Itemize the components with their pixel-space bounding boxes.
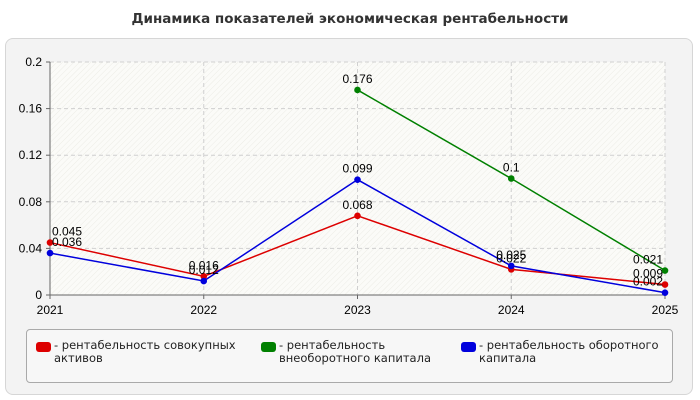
chart-legend: - рентабельность совокупных активов - ре…: [26, 329, 673, 383]
chart-title: Динамика показателей экономическая рента…: [131, 11, 569, 27]
legend-item-current-capital: - рентабельность оборотного капитала: [461, 339, 666, 365]
data-label: 0.016: [189, 258, 219, 272]
data-point: [46, 249, 54, 257]
data-point: [507, 262, 515, 270]
data-label: 0.045: [52, 225, 82, 239]
legend-item-noncurrent-capital: - рентабельность внеоборотного капитала: [261, 339, 461, 365]
data-point: [46, 239, 54, 246]
data-point: [354, 212, 361, 220]
y-tick-label: 0: [35, 288, 42, 302]
data-point: [200, 277, 208, 285]
legend-swatch: [461, 342, 476, 352]
legend-swatch: [261, 342, 276, 352]
data-label: 0.002: [633, 275, 663, 289]
data-point: [661, 289, 669, 296]
y-tick-label: 0.04: [19, 241, 43, 255]
data-label: 0.036: [52, 235, 82, 249]
legend-label: - рентабельность внеоборотного капитала: [279, 338, 431, 365]
x-tick-label: 2023: [344, 303, 371, 317]
data-label: 0.068: [342, 198, 372, 212]
data-label: 0.021: [633, 253, 663, 267]
x-tick-label: 2021: [37, 303, 64, 317]
legend-label: - рентабельность совокупных активов: [54, 338, 236, 365]
legend-swatch: [36, 342, 51, 352]
data-point: [354, 176, 361, 183]
y-tick-label: 0.2: [25, 55, 42, 69]
y-tick-label: 0.08: [19, 195, 43, 209]
x-tick-label: 2025: [652, 303, 679, 317]
data-label: 0.022: [496, 251, 526, 265]
x-tick-label: 2022: [190, 303, 217, 317]
data-point: [661, 281, 669, 288]
data-point: [200, 273, 208, 280]
legend-item-assets: - рентабельность совокупных активов: [36, 339, 251, 365]
y-tick-label: 0.16: [19, 102, 43, 116]
legend-label: - рентабельность оборотного капитала: [479, 338, 659, 365]
data-label: 0.025: [496, 248, 526, 262]
data-point: [354, 86, 361, 94]
y-tick-label: 0.12: [19, 148, 43, 162]
data-label: 0.1: [503, 161, 520, 175]
x-tick-label: 2024: [498, 303, 525, 317]
data-point: [661, 267, 669, 274]
data-label: 0.176: [342, 72, 372, 86]
data-label: 0.099: [342, 162, 372, 176]
data-point: [507, 175, 515, 182]
data-label: 0.009: [633, 267, 663, 281]
data-label: 0.012: [189, 263, 219, 277]
